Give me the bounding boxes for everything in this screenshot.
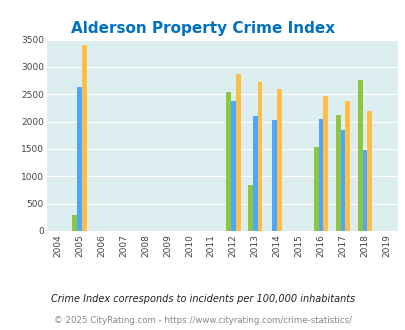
Bar bbox=[252, 116, 257, 231]
Bar bbox=[357, 80, 362, 231]
Bar bbox=[345, 101, 350, 231]
Bar bbox=[340, 130, 345, 231]
Text: Crime Index corresponds to incidents per 100,000 inhabitants: Crime Index corresponds to incidents per… bbox=[51, 294, 354, 304]
Bar bbox=[277, 89, 281, 231]
Text: © 2025 CityRating.com - https://www.cityrating.com/crime-statistics/: © 2025 CityRating.com - https://www.city… bbox=[54, 316, 351, 325]
Bar bbox=[72, 214, 77, 231]
Bar bbox=[235, 74, 240, 231]
Bar bbox=[230, 101, 235, 231]
Bar bbox=[335, 115, 340, 231]
Bar bbox=[257, 82, 262, 231]
Bar bbox=[226, 92, 230, 231]
Bar bbox=[323, 96, 328, 231]
Bar bbox=[367, 111, 371, 231]
Bar bbox=[272, 120, 277, 231]
Text: Alderson Property Crime Index: Alderson Property Crime Index bbox=[71, 21, 334, 36]
Bar bbox=[247, 184, 252, 231]
Bar bbox=[318, 119, 323, 231]
Bar bbox=[313, 147, 318, 231]
Bar bbox=[77, 87, 82, 231]
Bar bbox=[82, 45, 87, 231]
Bar bbox=[362, 149, 367, 231]
